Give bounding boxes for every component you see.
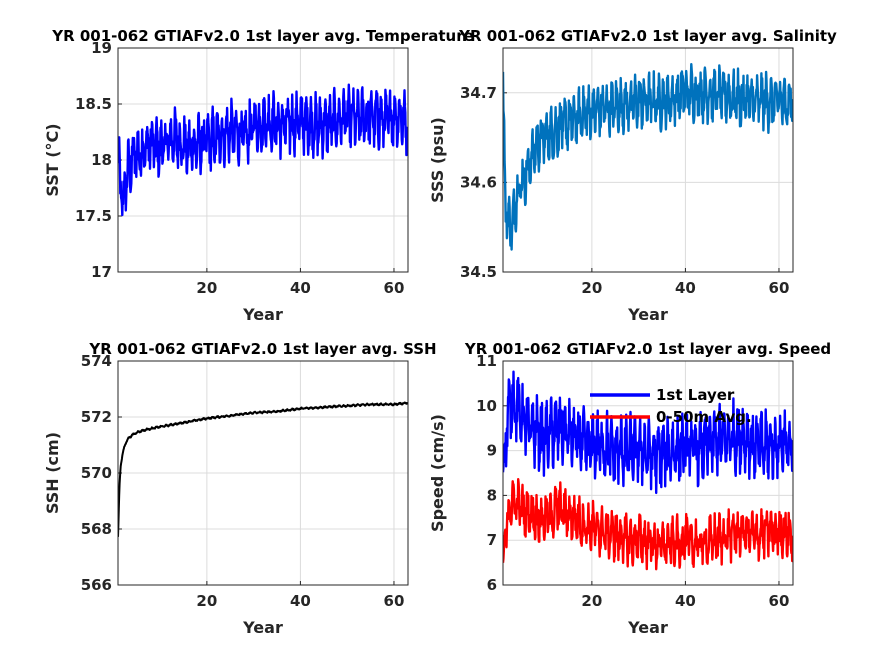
x-tick-label: 40 xyxy=(290,279,311,297)
axes-box xyxy=(502,47,794,273)
y-axis-label: SSH (cm) xyxy=(43,432,62,514)
legend-label: 0-50m Avg. xyxy=(656,408,752,426)
series-line xyxy=(118,401,408,537)
y-tick-label: 11 xyxy=(476,352,497,370)
axes-box xyxy=(117,47,409,273)
y-tick-label: 18.5 xyxy=(75,95,112,113)
y-tick-label: 17.5 xyxy=(75,207,112,225)
x-tick-label: 40 xyxy=(675,279,696,297)
chart-panel-1: 17 17.5 18 18.5 19 20 40 60 YR 001-062 GTIAFv2.0… xyxy=(43,27,474,324)
y-tick-label: 570 xyxy=(81,464,112,482)
y-tick-label: 574 xyxy=(81,352,112,370)
x-tick-label: 20 xyxy=(581,279,602,297)
y-tick-label: 34.6 xyxy=(460,173,497,191)
y-tick-label: 572 xyxy=(81,408,112,426)
chart-title: YR 001-062 GTIAFv2.0 1st layer avg. Temp… xyxy=(51,27,474,45)
y-tick-label: 10 xyxy=(476,397,497,415)
axes-box xyxy=(117,360,409,586)
y-axis-label: Speed (cm/s) xyxy=(428,414,447,532)
y-tick-label: 18 xyxy=(91,151,112,169)
y-tick-label: 6 xyxy=(487,576,497,594)
y-tick-label: 7 xyxy=(487,531,497,549)
y-tick-label: 566 xyxy=(81,576,112,594)
y-tick-label: 17 xyxy=(91,263,112,281)
y-tick-label: 34.7 xyxy=(460,84,497,102)
chart-title: YR 001-062 GTIAFv2.0 1st layer avg. Sali… xyxy=(458,27,837,45)
x-tick-label: 20 xyxy=(581,592,602,610)
chart-panel-2: 34.5 34.6 34.7 20 40 60 YR 001-062 GTIAFv2.0 1… xyxy=(428,27,837,324)
series-line-1st-layer xyxy=(503,370,793,495)
x-axis-label: Year xyxy=(627,305,668,324)
chart-panel-4: 6 7 8 9 10 11 20 40 60 YR 001-062 GTIAFv2.0 1st l… xyxy=(428,340,831,637)
chart-title: YR 001-062 GTIAFv2.0 1st layer avg. Spee… xyxy=(464,340,831,358)
x-axis-label: Year xyxy=(627,618,668,637)
x-tick-label: 60 xyxy=(384,279,405,297)
y-axis-label: SST (°C) xyxy=(43,123,62,196)
x-tick-label: 40 xyxy=(290,592,311,610)
chart-panel-3: 566 568 570 572 574 20 40 60 YR 001-062 GTIAFv2.… xyxy=(43,340,437,637)
series-line-0-50m-avg- xyxy=(503,478,793,571)
x-axis-label: Year xyxy=(242,618,283,637)
y-tick-label: 19 xyxy=(91,39,112,57)
x-tick-label: 20 xyxy=(196,279,217,297)
y-tick-label: 34.5 xyxy=(460,263,497,281)
x-axis-label: Year xyxy=(242,305,283,324)
x-tick-label: 40 xyxy=(675,592,696,610)
legend: 1st Layer 0-50m Avg. xyxy=(590,386,752,426)
legend-label: 1st Layer xyxy=(656,386,735,404)
y-axis-label: SSS (psu) xyxy=(428,117,447,203)
chart-title: YR 001-062 GTIAFv2.0 1st layer avg. SSH xyxy=(88,340,436,358)
series-line xyxy=(503,62,793,251)
axes-box xyxy=(502,360,794,586)
x-tick-label: 60 xyxy=(384,592,405,610)
y-tick-label: 9 xyxy=(487,442,497,460)
x-tick-label: 20 xyxy=(196,592,217,610)
x-tick-label: 60 xyxy=(769,279,790,297)
y-tick-label: 8 xyxy=(487,486,497,504)
y-tick-label: 568 xyxy=(81,520,112,538)
series-line xyxy=(118,83,408,217)
x-tick-label: 60 xyxy=(769,592,790,610)
